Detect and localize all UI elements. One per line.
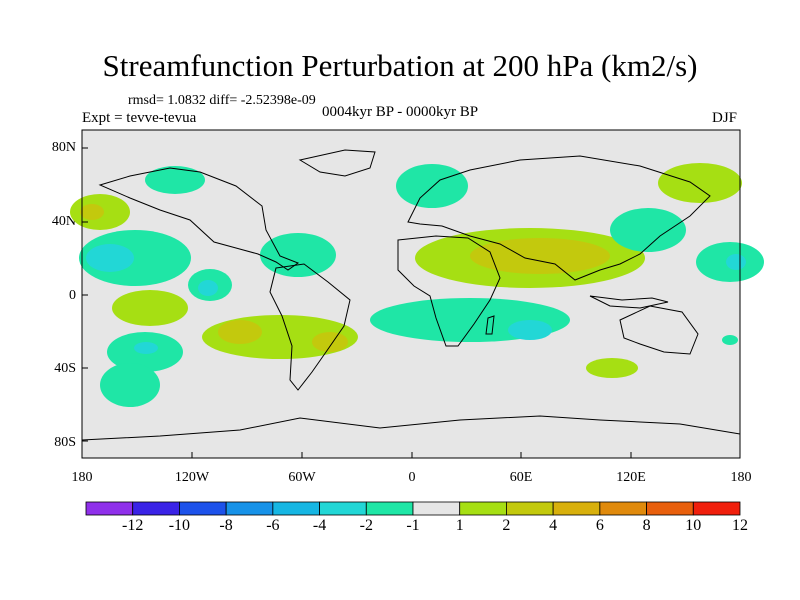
colorbar-box-11 [599,501,647,516]
coast-antarctica [81,415,741,441]
anomaly-east-pacific-north [79,230,191,286]
lon-label-60w: 60W [288,470,316,485]
lat-label-0: 0 [69,288,76,303]
coastlines [81,149,741,441]
colorbar-label: -12 [122,517,144,534]
colorbar-box-2 [179,501,227,516]
colorbar-box-9 [506,501,554,516]
anomaly-tropical-east-pacific [112,290,188,326]
colorbar-box-7 [412,501,461,516]
coast-indonesia [589,295,669,309]
lon-label-180w: 180 [71,470,93,485]
lat-label-40s: 40S [54,361,76,376]
lon-label-0: 0 [408,470,416,485]
colorbar [85,501,741,516]
coast-eurasia [407,155,711,281]
colorbar-box-0 [85,501,134,516]
coast-south-america [269,263,351,391]
colorbar-label: -8 [219,517,233,534]
colorbar-box-4 [272,501,320,516]
coast-madagascar [485,315,495,335]
colorbar-box-8 [459,501,507,516]
colorbar-label: 6 [595,517,604,534]
coast-north-america [98,167,300,271]
colorbar-label: 4 [549,517,558,534]
lon-label-60e: 60E [509,470,533,485]
colorbar-label: 10 [685,517,702,534]
coast-australia [619,305,699,355]
period-label: 0004kyr BP - 0000kyr BP [322,104,479,120]
anomaly-japan [610,208,686,252]
colorbar-label: -10 [168,517,191,534]
lat-label-40n: 40N [51,214,76,229]
lat-label-80s: 80S [54,435,76,450]
plot-title: Streamfunction Perturbation at 200 hPa (… [102,48,698,83]
map-frame [81,129,741,459]
season-label: DJF [712,110,738,126]
colorbar-box-5 [319,501,367,516]
colorbar-label: 1 [455,517,464,534]
experiment-label: Expt = tevve-tevua [82,110,197,126]
colorbar-box-1 [132,501,180,516]
lon-label-120w: 120W [174,470,210,485]
colorbar-label: 8 [642,517,651,534]
lat-label-80n: 80N [51,140,76,155]
anomaly-regions [70,163,764,407]
colorbar-box-10 [552,501,601,516]
lon-label-180e: 180 [730,470,752,485]
colorbar-label: -4 [312,517,327,534]
colorbar-box-3 [225,501,274,516]
colorbar-box-6 [365,501,414,516]
colorbar-label: -1 [406,517,420,534]
map-ticks [82,147,632,458]
anomaly-caribbean [260,233,336,277]
colorbar-box-13 [692,501,741,516]
anomaly-north-atlantic [396,164,468,208]
coast-africa [397,235,501,347]
colorbar-label: 2 [502,517,511,534]
anomaly-bering-alaska [658,163,742,203]
colorbar-label: 12 [732,517,748,534]
anomaly-canada [145,166,205,194]
lon-label-120e: 120E [616,470,646,485]
colorbar-label: -2 [359,517,373,534]
coast-greenland [298,149,376,177]
colorbar-box-12 [646,501,694,516]
colorbar-label: -6 [266,517,280,534]
rmsd-stats: rmsd= 1.0832 diff= -2.52398e-09 [128,93,316,108]
